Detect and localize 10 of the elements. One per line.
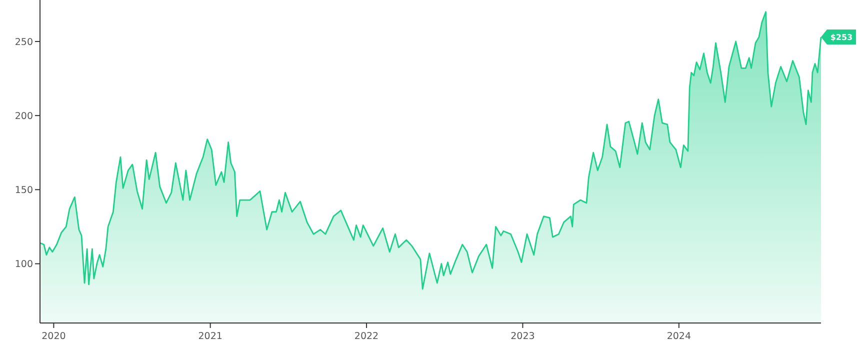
annotation: $253 xyxy=(830,32,853,42)
x-tick-label: 2021 xyxy=(198,331,222,342)
y-tick-label: 250 xyxy=(14,36,33,48)
x-tick-label: 2022 xyxy=(354,331,379,342)
x-tick-label: 2023 xyxy=(510,331,535,342)
y-tick-label: 100 xyxy=(14,259,33,270)
x-tick-label: 2024 xyxy=(666,331,692,342)
y-tick-label: 200 xyxy=(14,110,33,122)
y-tick-label: 150 xyxy=(14,184,33,196)
x-tick-label: 2020 xyxy=(42,331,66,342)
